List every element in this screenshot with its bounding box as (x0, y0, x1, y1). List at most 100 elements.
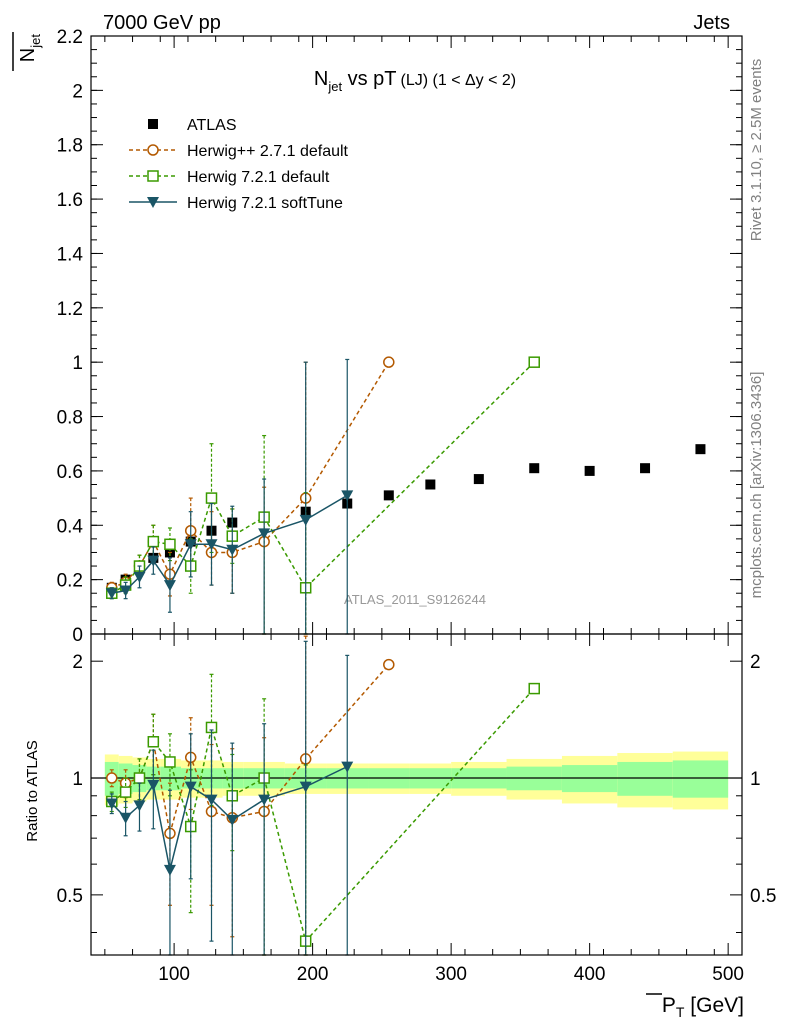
main-ytick-label: 1 (72, 353, 83, 374)
ratio-herwig-7-2-1-default-point (164, 756, 176, 768)
legend-marker (147, 197, 159, 208)
mcplots-label: mcplots.cern.ch [arXiv:1306.3436] (748, 372, 765, 599)
ratio-band-inner (617, 761, 673, 796)
ratio-herwig-7-2-1-softtune-point (119, 812, 132, 824)
main-ytick-label: 1.8 (57, 136, 83, 157)
main-atlas-point (425, 479, 436, 490)
main-herwig-7-2-1-softtune-point (119, 585, 132, 597)
main-atlas-point (640, 463, 651, 474)
legend-label: Herwig 7.2.1 softTune (187, 195, 343, 212)
main-atlas-point (584, 465, 595, 476)
main-ytick-label: 0.6 (57, 462, 83, 483)
ratio-herwig-7-2-1-default-point (119, 786, 132, 798)
ratio-ylabel: Ratio to ATLAS (24, 740, 41, 841)
legend-marker (148, 119, 158, 129)
main-herwig-7-2-1-default-point (528, 356, 540, 368)
main-ytick-label: 0.8 (57, 408, 83, 429)
ratio-herwig-7-2-1-default-line (111, 688, 535, 943)
xlabel-p: P (662, 994, 676, 1017)
legend-marker (147, 170, 159, 182)
ratio-ytick-label-right: 1 (750, 769, 761, 790)
main-ytick-label: 0 (72, 625, 83, 646)
ylabel-sub: jet (28, 34, 43, 49)
header-left: 7000 GeV pp (103, 12, 221, 34)
main-ytick-label: 1.2 (57, 299, 83, 320)
x-axis-label: PT [GeV] (662, 994, 744, 1020)
ratio-herwig-7-2-1-softtune-point (105, 798, 118, 810)
xtick-label: 200 (297, 964, 329, 985)
main-plot-data (105, 356, 706, 635)
ratio-herwig-2-7-1-default-point (106, 772, 118, 784)
ratio-ytick-label: 2 (72, 652, 83, 673)
ratio-herwig-7-2-1-softtune-point (341, 761, 354, 773)
ratio-herwig-7-2-1-softtune-point (184, 781, 197, 793)
main-herwig-7-2-1-default-point (164, 538, 176, 551)
main-herwig-7-2-1-softtune-point (105, 588, 118, 600)
title-mid: vs pT (342, 68, 396, 90)
ratio-herwig-7-2-1-default-point (528, 682, 540, 695)
ratio-herwig-7-2-1-softtune-point (147, 779, 160, 791)
main-herwig-7-2-1-softtune-point (133, 571, 146, 583)
legend-label: Herwig++ 2.7.1 default (187, 143, 349, 160)
main-herwig-7-2-1-softtune-point (299, 514, 312, 526)
xlabel-unit: [GeV] (684, 994, 744, 1017)
main-herwig-7-2-1-softtune-point (147, 555, 160, 567)
main-herwig-7-2-1-softtune-point (205, 539, 218, 551)
main-ytick-label: 0.4 (57, 516, 84, 537)
ratio-plot-frame (90, 633, 743, 956)
xlabel-sub: T (676, 1004, 685, 1020)
main-herwig-7-2-1-default-point (205, 492, 218, 504)
ratio-ytick-label-right: 0.5 (750, 886, 776, 907)
ratio-herwig-7-2-1-default-point (133, 772, 146, 784)
main-herwig-7-2-1-softtune-point (258, 528, 271, 540)
xtick-label: 300 (435, 964, 467, 985)
ratio-band-inner (672, 760, 729, 798)
ratio-plot-data (105, 635, 540, 956)
main-atlas-point (529, 463, 540, 474)
main-herwig-7-2-1-softtune-line (111, 494, 348, 594)
xtick-label: 500 (712, 964, 744, 985)
main-ytick-label: 2.2 (57, 27, 83, 48)
main-atlas-point (383, 490, 394, 501)
xtick-label: 100 (158, 964, 190, 985)
main-plot-title: Njet vs pT (LJ) (1 < Δy < 2) (314, 68, 516, 94)
ratio-herwig-2-7-1-default-point (383, 658, 395, 671)
main-herwig-7-2-1-softtune-point (184, 539, 197, 551)
main-herwig-7-2-1-softtune-point (226, 544, 239, 556)
main-ytick-label: 1.4 (57, 244, 84, 265)
main-herwig-7-2-1-softtune-point (163, 580, 176, 592)
title-tail: (LJ) (1 < Δy < 2) (401, 72, 517, 89)
main-herwig-7-2-1-default-point (147, 535, 160, 548)
main-herwig-7-2-1-default-line (111, 361, 535, 594)
legend: ATLAS Herwig++ 2.7.1 default Herwig 7.2.1 … (129, 117, 349, 212)
ratio-ytick-label: 1 (72, 769, 83, 790)
ratio-herwig-7-2-1-softtune-point (205, 794, 218, 806)
ylabel-n: N (17, 48, 39, 62)
ratio-herwig-7-2-1-softtune-point (163, 864, 176, 876)
main-ytick-label: 0.2 (57, 571, 83, 592)
main-ylabel: Njet (17, 34, 43, 63)
ratio-ytick-label: 0.5 (57, 886, 83, 907)
legend-label: ATLAS (187, 117, 237, 134)
ratio-herwig-7-2-1-softtune-point (299, 781, 312, 793)
ratio-ytick-label-right: 2 (750, 652, 761, 673)
ratio-herwig-7-2-1-default-point (147, 736, 160, 748)
main-ytick-label: 2 (72, 81, 83, 102)
title-sub: jet (327, 79, 342, 94)
main-atlas-point (695, 444, 706, 455)
main-herwig-2-7-1-default-point (383, 356, 395, 368)
ratio-herwig-7-2-1-softtune-point (226, 814, 239, 826)
xtick-label: 400 (574, 964, 606, 985)
title-n: N (314, 68, 328, 90)
ratio-uncertainty-bands (104, 751, 729, 810)
legend-label: Herwig 7.2.1 default (187, 169, 330, 186)
main-atlas-point (473, 474, 484, 485)
legend-marker (147, 144, 159, 156)
plot-axes: 0 0.2 0.4 0.6 0.8 1 1.2 1.4 1.6 1.8 2 2.2 0.5 0.5 1 1 2 2… (57, 27, 777, 985)
ratio-herwig-7-2-1-softtune-point (258, 794, 271, 806)
main-herwig-7-2-1-softtune-point (341, 490, 354, 502)
main-ytick-label: 1.6 (57, 190, 83, 211)
ratio-herwig-7-2-1-softtune-point (133, 800, 146, 812)
rivet-label: Rivet 3.1.10, ≥ 2.5M events (748, 59, 765, 242)
